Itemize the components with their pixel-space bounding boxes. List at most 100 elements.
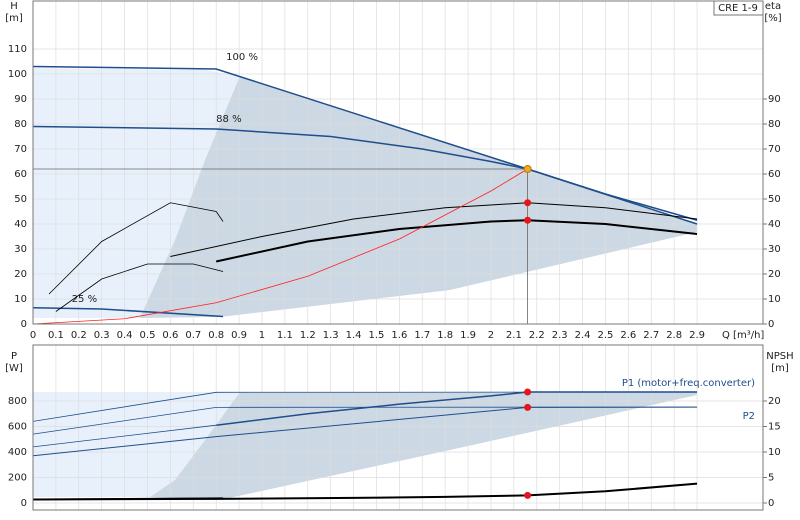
y-tick-label: 40 <box>14 219 27 230</box>
series-line <box>32 406 698 435</box>
badge: CRE 1-9 <box>718 3 758 14</box>
x-tick-label: 2.2 <box>529 330 545 341</box>
x-tick-label: 0.6 <box>162 330 178 341</box>
y-tick-label: 60 <box>14 169 27 180</box>
y2-tick-label: 90 <box>768 94 781 105</box>
y-tick-label: 30 <box>14 244 27 255</box>
x-tick-label: 2.5 <box>598 330 614 341</box>
y2-tick-label: 15 <box>768 422 781 433</box>
y2-tick-label: 0 <box>768 498 774 509</box>
y-tick-label: 0 <box>21 498 27 509</box>
x-tick-label: 1.3 <box>323 330 339 341</box>
x-tick-label: 0.8 <box>208 330 224 341</box>
legend-label: P2 <box>743 411 755 422</box>
duty-point <box>524 388 532 396</box>
y-axis-label: P <box>11 351 17 362</box>
series-line <box>215 219 698 263</box>
series-line <box>32 424 217 448</box>
y-axis-unit: [m] <box>5 13 23 24</box>
y2-tick-label: 30 <box>768 244 781 255</box>
series-line <box>32 168 528 325</box>
operating-area <box>140 76 697 318</box>
y2-axis-label: NPSH <box>766 351 793 362</box>
series-line <box>170 202 698 257</box>
x-tick-label: 2 <box>488 330 494 341</box>
y2-tick-label: 60 <box>768 169 781 180</box>
y-tick-label: 20 <box>14 269 27 280</box>
x-tick-label: 1.8 <box>437 330 453 341</box>
x-tick-label: 0.4 <box>117 330 133 341</box>
duty-point <box>523 165 532 173</box>
y2-tick-label: 20 <box>768 269 781 280</box>
curve-label: 88 % <box>216 114 241 125</box>
x-tick-label: 1.4 <box>346 330 362 341</box>
y-tick-label: 600 <box>8 421 27 432</box>
y-tick-label: 200 <box>8 472 27 483</box>
series-line <box>32 307 224 318</box>
series-line <box>32 482 698 501</box>
x-tick-label: 0.3 <box>94 330 110 341</box>
operating-area <box>150 392 697 500</box>
y2-tick-label: 40 <box>768 219 781 230</box>
series-line <box>32 125 698 221</box>
x-tick-label: 0.2 <box>71 330 87 341</box>
x-tick-label: 1 <box>259 330 265 341</box>
plot-frame <box>32 0 764 325</box>
y-tick-label: 0 <box>21 319 27 330</box>
x-tick-label: 1.1 <box>277 330 293 341</box>
range-area <box>33 68 240 318</box>
x-tick-label: 2.4 <box>575 330 591 341</box>
y2-tick-label: 80 <box>768 119 781 130</box>
y2-tick-label: 10 <box>768 447 781 458</box>
y-tick-label: 10 <box>14 294 27 305</box>
y-tick-label: 90 <box>14 94 27 105</box>
x-tick-label: 1.9 <box>460 330 476 341</box>
x-tick-label: 0 <box>30 330 36 341</box>
y-axis-label: H <box>10 1 18 12</box>
plot-frame <box>32 344 764 511</box>
y-tick-label: 70 <box>14 144 27 155</box>
y2-tick-label: 20 <box>768 396 781 407</box>
y-tick-label: 50 <box>14 194 27 205</box>
x-tick-label: 1.7 <box>414 330 430 341</box>
x-axis-label: Q [m³/h] <box>722 330 764 341</box>
x-tick-label: 0.7 <box>185 330 201 341</box>
y2-axis-unit: [m] <box>771 363 789 374</box>
x-tick-label: 2.3 <box>552 330 568 341</box>
plot-layer: 0 0.1 0.2 0.3 0.4 0.5 0.6 0.7 0.8 0.9 1 1.1 1.2 1.3 1.… <box>8 1 781 510</box>
x-tick-label: 2.9 <box>689 330 705 341</box>
y2-tick-label: 0 <box>768 319 774 330</box>
x-tick-label: 0.9 <box>231 330 247 341</box>
series-line <box>32 391 698 422</box>
series-line <box>48 202 224 295</box>
y-axis-unit: [W] <box>5 363 23 374</box>
duty-point <box>524 491 532 499</box>
y-tick-label: 100 <box>8 69 27 80</box>
y2-tick-label: 70 <box>768 144 781 155</box>
duty-point <box>524 199 532 207</box>
duty-point <box>524 216 532 224</box>
x-tick-label: 0.1 <box>48 330 64 341</box>
duty-point <box>524 403 532 411</box>
y-tick-label: 80 <box>14 119 27 130</box>
y2-tick-label: 10 <box>768 294 781 305</box>
x-tick-label: 2.8 <box>666 330 682 341</box>
x-tick-label: 2.7 <box>643 330 659 341</box>
y-tick-label: 110 <box>8 44 27 55</box>
x-tick-label: 0.5 <box>140 330 156 341</box>
y2-tick-label: 50 <box>768 194 781 205</box>
legend-label: P1 (motor+freq.converter) <box>622 378 755 389</box>
badge-box <box>713 0 764 16</box>
curve-label: 25 % <box>72 294 97 305</box>
y2-axis-unit: [%] <box>764 13 781 24</box>
series-line <box>55 263 224 312</box>
y2-axis-label: eta <box>765 1 781 12</box>
x-tick-label: 1.2 <box>300 330 316 341</box>
x-tick-label: 2.6 <box>620 330 636 341</box>
x-tick-label: 2.1 <box>506 330 522 341</box>
y-tick-label: 400 <box>8 447 27 458</box>
x-tick-label: 1.5 <box>369 330 385 341</box>
curve-label: 100 % <box>226 52 258 63</box>
y2-tick-label: 5 <box>768 473 774 484</box>
